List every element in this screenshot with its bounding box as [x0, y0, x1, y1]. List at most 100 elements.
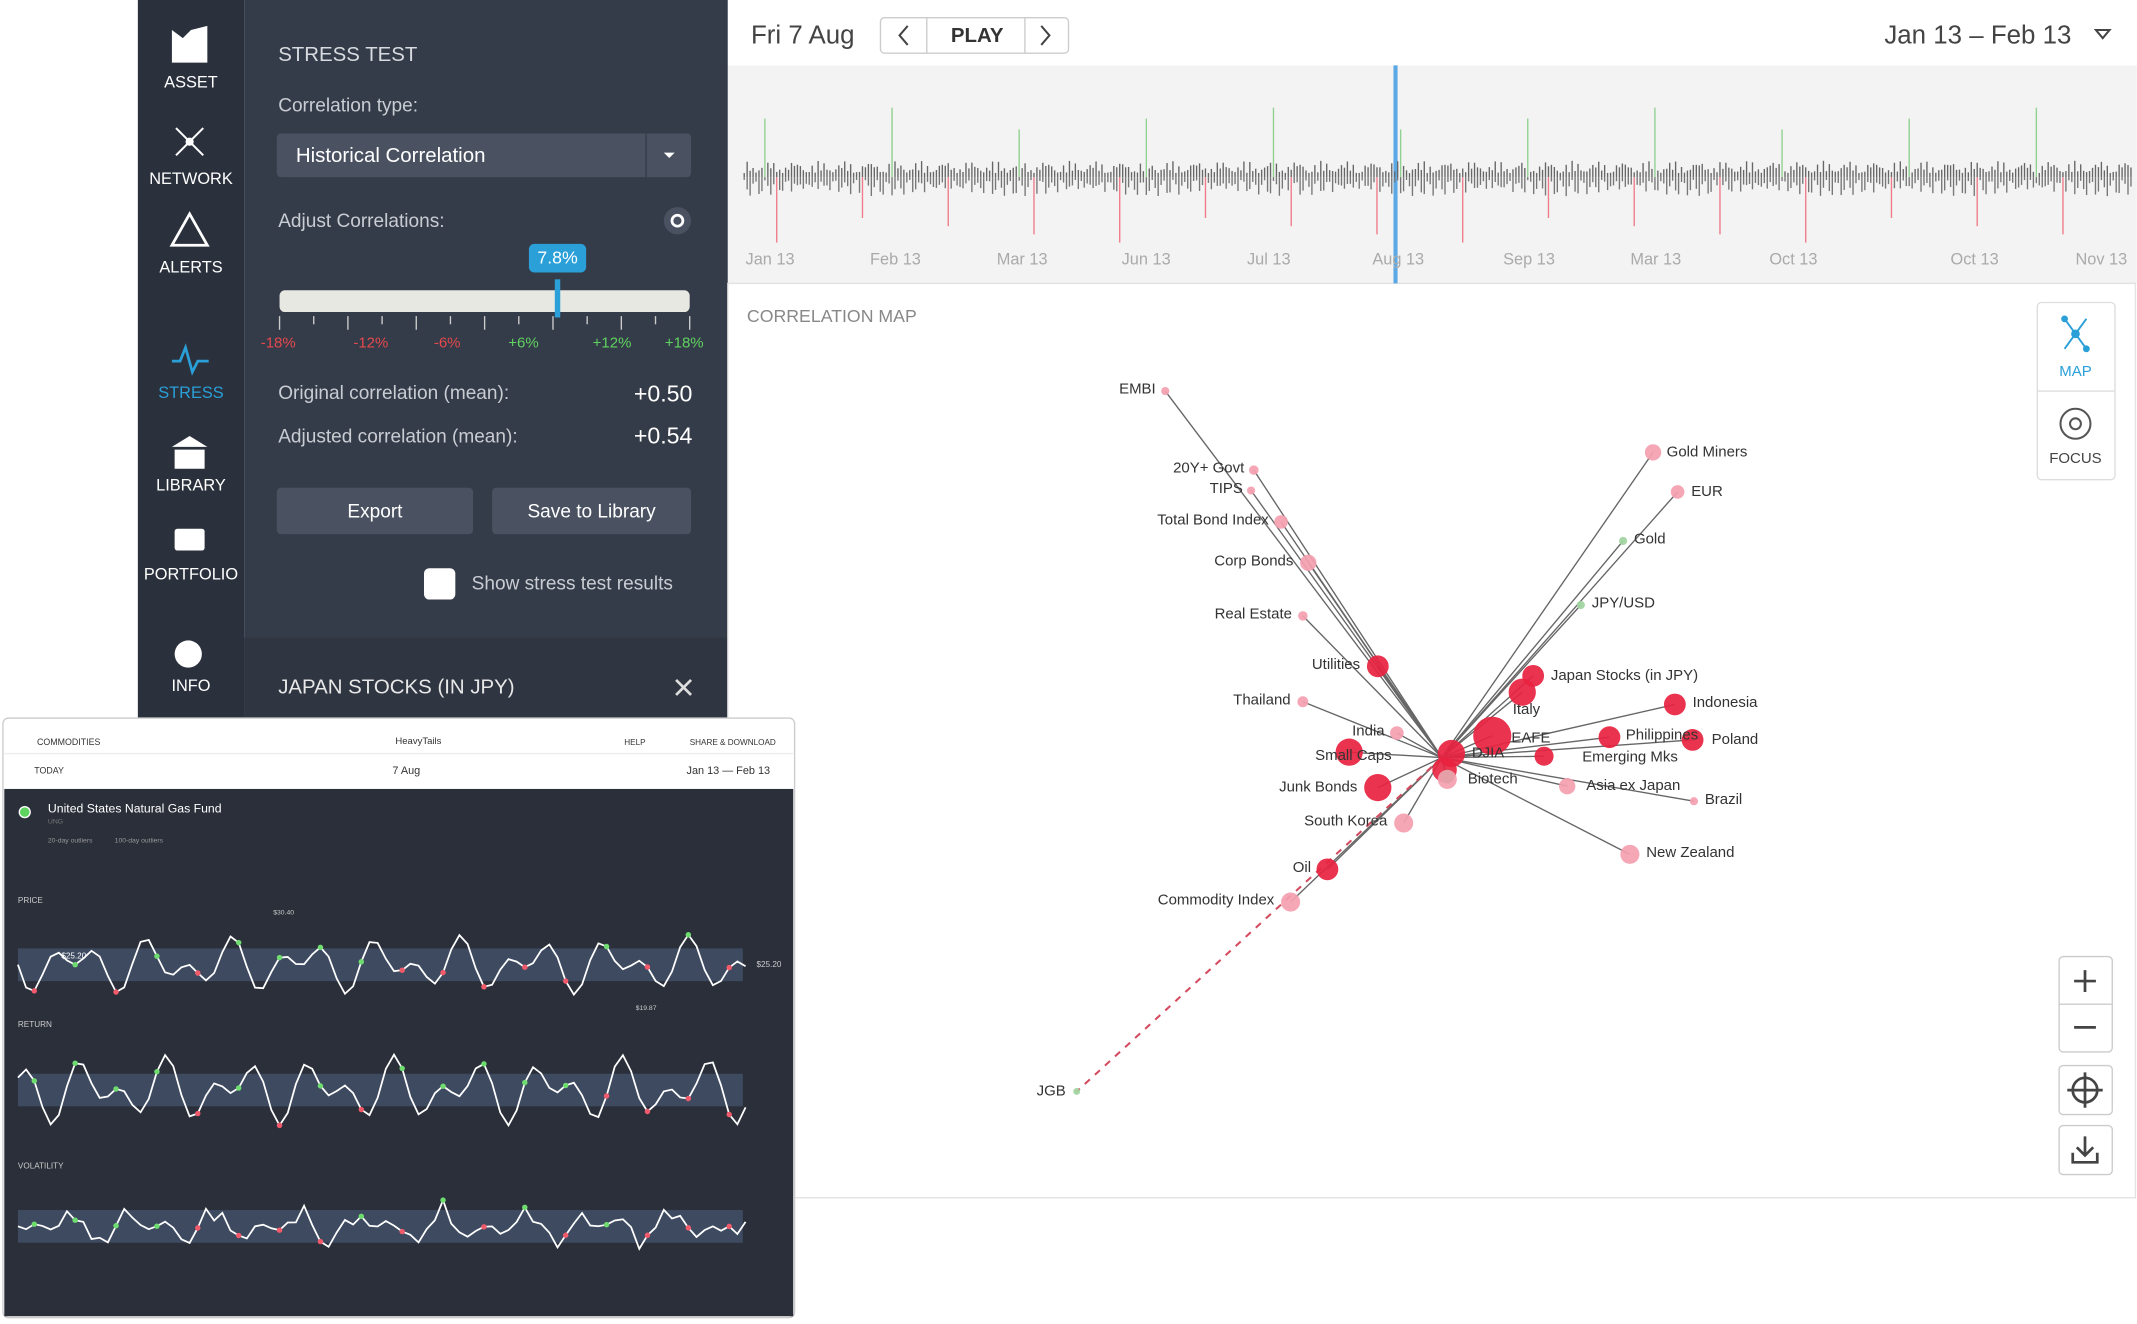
- network-node[interactable]: [1576, 600, 1585, 610]
- outlier-dot: [726, 1223, 732, 1230]
- network-node[interactable]: [1364, 773, 1392, 802]
- label: Adjust Correlations:: [278, 211, 444, 232]
- network-links: [1073, 386, 1704, 1095]
- node-label: 20Y+ Govt: [1173, 460, 1245, 477]
- network-node[interactable]: [1249, 465, 1259, 475]
- outlier-dot: [440, 1083, 446, 1089]
- timeline-label: Oct 13: [1769, 251, 1817, 269]
- slider-tick-label: -18%: [261, 334, 296, 351]
- network-node[interactable]: [1663, 693, 1686, 716]
- network-node[interactable]: [1689, 797, 1699, 806]
- network-link: [1441, 736, 1610, 759]
- network-node[interactable]: [1473, 716, 1512, 755]
- outlier-dot: [562, 1082, 569, 1089]
- timeline-label: Jun 13: [1122, 251, 1171, 269]
- outlier-dot: [603, 1221, 610, 1228]
- value: +0.50: [634, 380, 693, 406]
- outlier-dot: [685, 1225, 692, 1231]
- network-node[interactable]: [1300, 554, 1317, 571]
- network-node[interactable]: [1390, 726, 1404, 740]
- network-node[interactable]: [1394, 813, 1414, 833]
- asset-bar: [244, 637, 728, 720]
- close-button[interactable]: [675, 678, 693, 696]
- network-node[interactable]: [1247, 486, 1256, 495]
- menu-label: COMMODITIES: [37, 737, 100, 747]
- network-node[interactable]: [1559, 778, 1576, 795]
- network-node[interactable]: [1618, 536, 1628, 546]
- outlier-dot: [154, 1223, 160, 1229]
- correlation-dropdown[interactable]: [276, 133, 692, 178]
- outlier-dot: [235, 939, 242, 946]
- network-node[interactable]: [1316, 858, 1339, 881]
- checkbox[interactable]: [423, 568, 456, 600]
- share-link: SHARE & DOWNLOAD: [690, 738, 776, 747]
- node-label: Real Estate: [1215, 605, 1292, 622]
- outlier-dot: [154, 1068, 160, 1075]
- network-node[interactable]: [1437, 739, 1466, 768]
- network-link: [1290, 757, 1443, 903]
- network-node[interactable]: [1297, 696, 1309, 708]
- outlier-dot: [399, 1065, 405, 1072]
- timeline-label: Mar 13: [1630, 251, 1681, 269]
- network-link: [1349, 751, 1442, 759]
- network-node[interactable]: [1366, 655, 1389, 678]
- date-range[interactable]: Jan 13 – Feb 13: [1884, 22, 2071, 50]
- network-link: [1396, 732, 1443, 759]
- panel-title: STRESS TEST: [278, 44, 417, 66]
- timeline-bars: [743, 107, 2132, 243]
- ticker: UNG: [48, 818, 63, 825]
- network-node[interactable]: [1298, 611, 1308, 621]
- network-node[interactable]: [1508, 678, 1536, 706]
- network-node[interactable]: [1534, 746, 1554, 766]
- outlier-dot: [726, 964, 732, 971]
- outlier-dot: [644, 964, 651, 970]
- node-label: Gold: [1634, 531, 1666, 548]
- slider-handle[interactable]: [554, 279, 561, 318]
- network-node[interactable]: [1598, 726, 1621, 749]
- series-line: [17, 1197, 747, 1251]
- outlier-dot: [726, 1111, 732, 1118]
- outlier-dot: [31, 988, 38, 994]
- outlier-dot: [481, 984, 487, 990]
- outlier-dot: [481, 1061, 487, 1067]
- timeline-label: Feb 13: [870, 251, 921, 269]
- network-node[interactable]: [1335, 738, 1363, 766]
- network-node[interactable]: [1274, 515, 1288, 529]
- network-link: [1441, 756, 1568, 787]
- button-label: Save to Library: [527, 501, 656, 522]
- slider-track[interactable]: [279, 290, 690, 313]
- save-button[interactable]: [492, 487, 692, 535]
- network-node[interactable]: [1620, 844, 1640, 864]
- network-node[interactable]: [1161, 386, 1170, 396]
- slider-tick-label: -12%: [353, 334, 388, 351]
- stress-panel: [244, 0, 728, 720]
- outlier-dot: [235, 1232, 242, 1239]
- nav-item: NETWORK: [149, 170, 233, 188]
- network-node[interactable]: [1437, 769, 1457, 789]
- asset-title: JAPAN STOCKS (IN JPY): [278, 677, 514, 699]
- nav-item: ASSET: [164, 73, 218, 91]
- inset-date: 7 Aug: [392, 765, 420, 777]
- value: +0.54: [634, 423, 693, 449]
- network-node[interactable]: [1670, 485, 1685, 499]
- network-node[interactable]: [1073, 1088, 1081, 1095]
- today-link: TODAY: [34, 766, 64, 776]
- outlier-dot: [317, 944, 324, 951]
- network-node[interactable]: [1644, 444, 1662, 461]
- outlier-dot: [358, 959, 365, 965]
- outlier-dot: [317, 1083, 324, 1089]
- settings-button[interactable]: [663, 207, 692, 235]
- button-label: Export: [347, 501, 403, 522]
- export-button[interactable]: [276, 487, 474, 535]
- node-label: Total Bond Index: [1157, 511, 1269, 528]
- network-node[interactable]: [1681, 728, 1704, 751]
- status-dot: [18, 805, 31, 819]
- nav-item: STRESS: [158, 384, 223, 402]
- dropdown-value: Historical Correlation: [296, 145, 486, 167]
- slider-tick-label: -6%: [434, 334, 461, 351]
- outlier-dot: [195, 1110, 201, 1117]
- node-label: EUR: [1691, 483, 1723, 500]
- network-node[interactable]: [1281, 892, 1301, 912]
- series-line: [17, 933, 747, 997]
- network-link: [1075, 756, 1443, 1093]
